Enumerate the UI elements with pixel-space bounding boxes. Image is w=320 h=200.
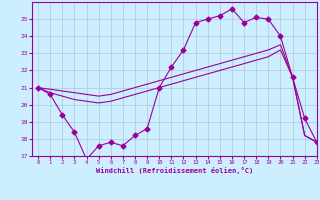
X-axis label: Windchill (Refroidissement éolien,°C): Windchill (Refroidissement éolien,°C)	[96, 167, 253, 174]
